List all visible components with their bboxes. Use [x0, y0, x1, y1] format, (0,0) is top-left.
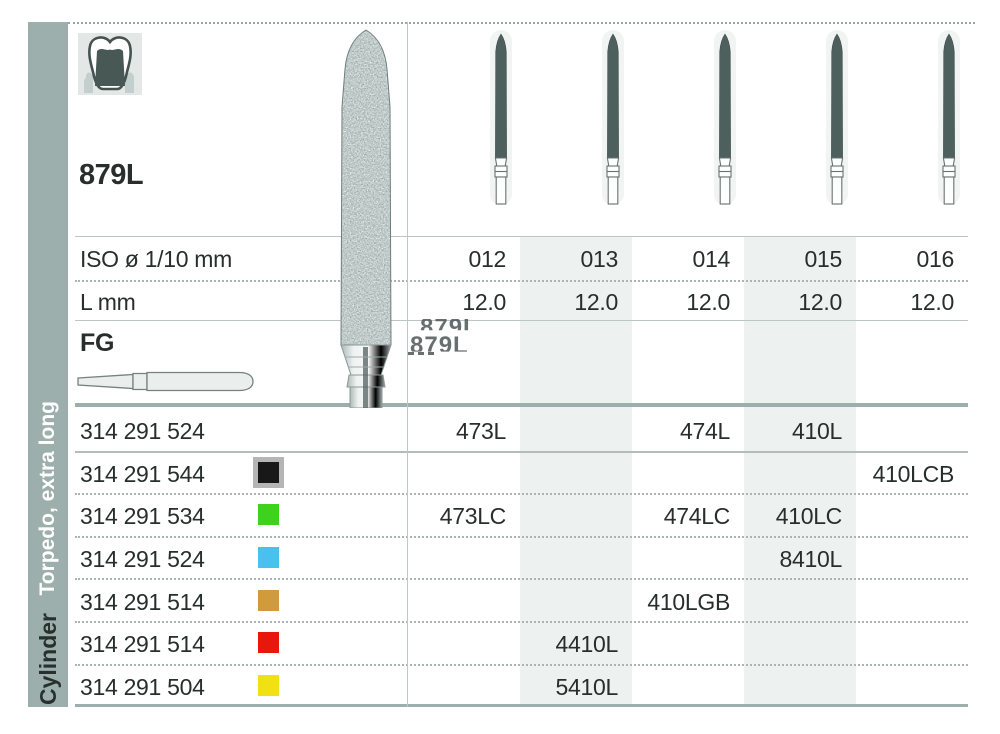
product-code: 410L — [792, 418, 842, 444]
divider — [75, 236, 968, 237]
ghost-figure-code: 879L 879L — [408, 314, 479, 359]
divider — [75, 664, 968, 666]
iso-row-label: ISO ø 1/10 mm — [80, 246, 233, 272]
sidebar-section-label: Torpedo, extra long — [36, 400, 59, 595]
color-chip-gold — [258, 590, 279, 611]
l-value: 12.0 — [798, 289, 842, 315]
order-number: 314 291 524 — [80, 546, 205, 572]
divider — [75, 578, 968, 580]
divider — [407, 22, 408, 707]
iso-value: 013 — [580, 246, 619, 272]
iso-value: 016 — [916, 246, 955, 272]
product-code: 410LC — [775, 503, 843, 529]
color-chip-green — [258, 504, 279, 525]
l-row-label: L mm — [80, 289, 136, 315]
divider — [75, 704, 968, 707]
order-number: 314 291 534 — [80, 503, 205, 529]
l-value: 12.0 — [910, 289, 954, 315]
column-stripe — [520, 237, 632, 704]
order-number: 314 291 524 — [80, 418, 205, 444]
l-value: 12.0 — [686, 289, 730, 315]
order-number: 314 291 504 — [80, 674, 205, 700]
bur-icon — [936, 30, 962, 210]
divider — [75, 493, 968, 495]
product-code: 5410L — [555, 674, 619, 700]
bur-icon — [488, 30, 514, 210]
iso-value: 014 — [692, 246, 731, 272]
sidebar: Torpedo, extra long Cylinder — [28, 22, 68, 707]
order-number: 314 291 514 — [80, 631, 205, 657]
shank-type-label: FG — [80, 329, 115, 357]
product-code: 473L — [456, 418, 506, 444]
divider — [75, 403, 968, 407]
bur-icon — [600, 30, 626, 210]
bur-icon — [712, 30, 738, 210]
product-code: 473LC — [439, 503, 507, 529]
fg-shank-icon — [76, 368, 261, 400]
divider — [68, 22, 975, 24]
divider — [75, 320, 968, 321]
diamond-bur-image — [326, 27, 406, 413]
column-stripe — [744, 237, 856, 704]
divider — [75, 280, 968, 282]
order-number: 314 291 514 — [80, 589, 205, 615]
bur-icon — [824, 30, 850, 210]
product-code: 410LGB — [647, 589, 730, 615]
product-code: 474L — [680, 418, 730, 444]
figure-code: 879L — [79, 159, 144, 191]
product-code: 4410L — [555, 631, 619, 657]
divider — [75, 621, 968, 623]
divider — [75, 451, 968, 453]
color-chip-red — [258, 632, 279, 653]
color-chip-blue — [258, 547, 279, 568]
product-code: 8410L — [779, 546, 843, 572]
color-chip-yellow — [258, 675, 279, 696]
iso-value: 015 — [804, 246, 843, 272]
l-value: 12.0 — [574, 289, 618, 315]
product-code: 410LCB — [872, 461, 955, 487]
order-number: 314 291 544 — [80, 461, 205, 487]
iso-value: 012 — [468, 246, 507, 272]
color-chip-black — [258, 462, 279, 483]
product-code: 474LC — [663, 503, 731, 529]
l-value: 12.0 — [462, 289, 506, 315]
tooth-crown-icon — [78, 33, 142, 100]
sidebar-group-label: Cylinder — [34, 612, 61, 705]
divider — [75, 536, 968, 538]
